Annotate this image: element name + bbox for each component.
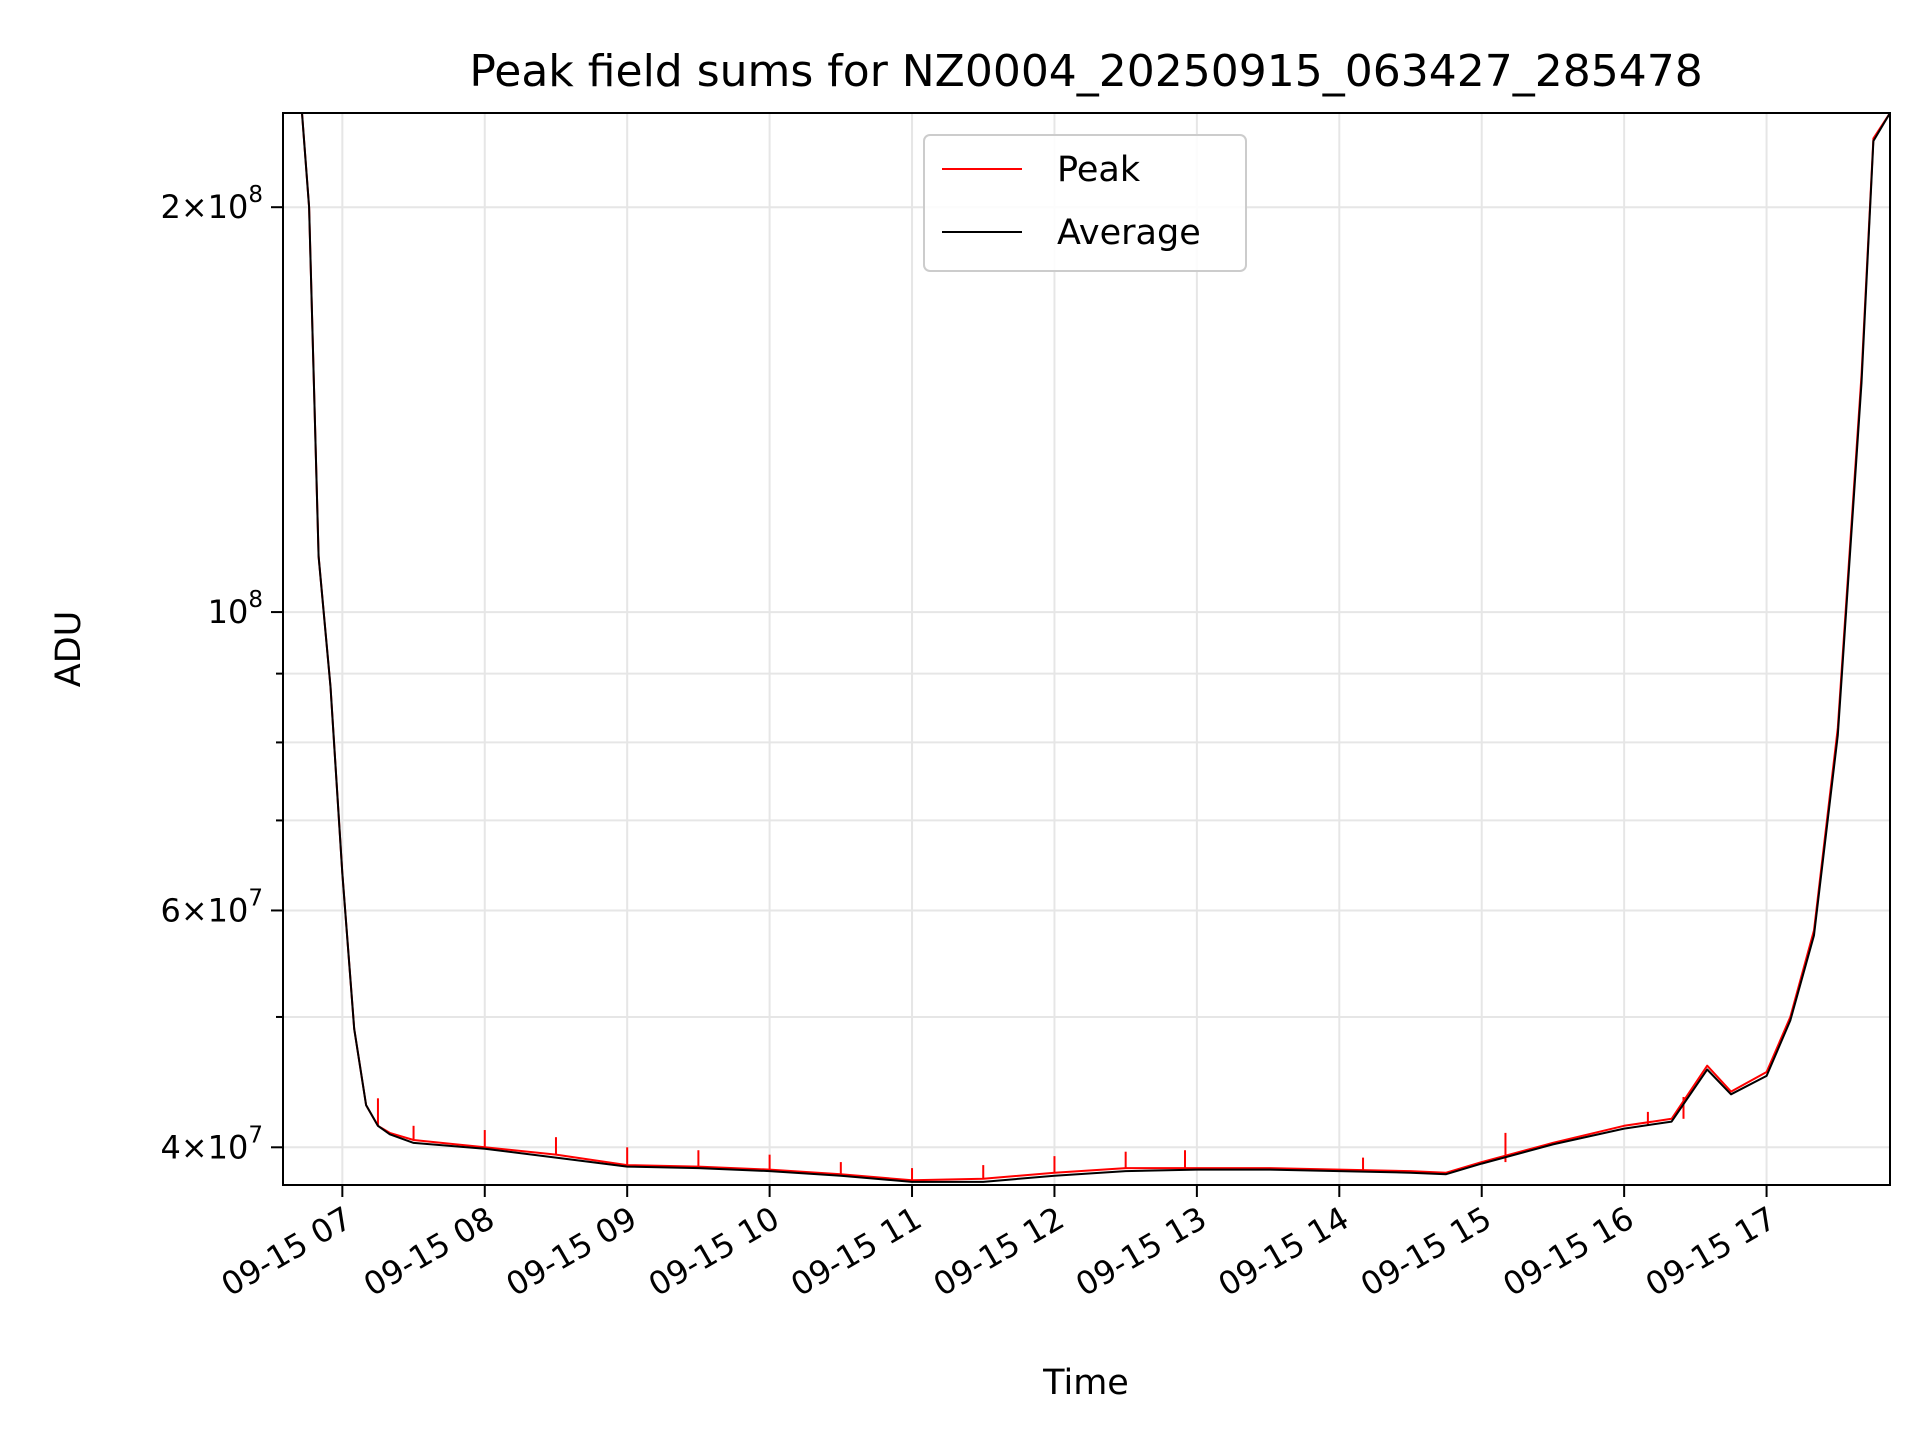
series-line-average <box>283 113 1890 1183</box>
plot-area <box>283 113 1890 1183</box>
legend-label-peak: Peak <box>1057 150 1141 190</box>
x-tick-label-3: 09-15 10 <box>642 1199 786 1304</box>
axes-frame <box>282 112 1891 1186</box>
x-tick-label-2: 09-15 09 <box>500 1199 644 1304</box>
grid <box>283 113 1890 1185</box>
y-tick-label-1: 6×107 <box>160 885 263 929</box>
x-tick-label-10: 09-15 17 <box>1639 1199 1783 1304</box>
y-tick-label-0: 4×107 <box>160 1122 263 1166</box>
x-tick-label-4: 09-15 11 <box>784 1199 928 1304</box>
legend: Peak Average <box>923 134 1247 272</box>
x-tick-label-8: 09-15 15 <box>1354 1199 1498 1304</box>
y-tick-label-2: 108 <box>208 587 263 631</box>
y-tick-label-3: 2×108 <box>160 182 263 226</box>
y-axis-label: ADU <box>49 611 89 688</box>
legend-label-average: Average <box>1057 213 1201 253</box>
x-tick-label-9: 09-15 16 <box>1497 1199 1641 1304</box>
x-tick-label-7: 09-15 14 <box>1212 1199 1356 1304</box>
x-tick-label-6: 09-15 13 <box>1069 1199 1213 1304</box>
x-axis-label: Time <box>1042 1363 1129 1403</box>
series-line-peak <box>283 113 1890 1182</box>
chart-title: Peak field sums for NZ0004_20250915_0634… <box>469 46 1702 97</box>
x-tick-label-1: 09-15 08 <box>357 1199 501 1304</box>
x-tick-label-0: 09-15 07 <box>215 1199 359 1304</box>
x-tick-label-5: 09-15 12 <box>927 1199 1071 1304</box>
